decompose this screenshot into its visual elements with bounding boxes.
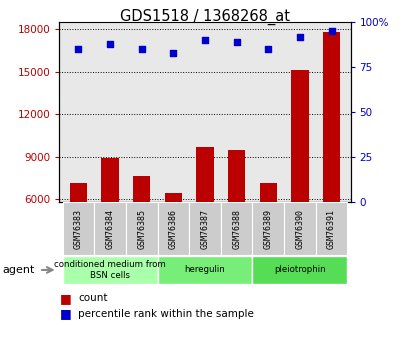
Text: GDS1518 / 1368268_at: GDS1518 / 1368268_at	[120, 9, 289, 25]
Bar	[164, 193, 182, 284]
Text: GSM76388: GSM76388	[231, 209, 240, 248]
Point	[328, 29, 334, 34]
Bar	[283, 202, 315, 255]
Point	[296, 34, 303, 40]
Point	[264, 47, 271, 52]
Text: GSM76391: GSM76391	[326, 209, 335, 248]
Text: GSM76390: GSM76390	[295, 209, 303, 248]
Point	[106, 41, 113, 47]
Text: heregulin: heregulin	[184, 265, 225, 275]
Text: ■: ■	[59, 307, 71, 321]
Point	[75, 47, 81, 52]
Text: pleiotrophin: pleiotrophin	[274, 265, 325, 275]
Bar	[220, 202, 252, 255]
Bar	[126, 202, 157, 255]
Bar	[196, 147, 213, 284]
Text: percentile rank within the sample: percentile rank within the sample	[78, 309, 253, 319]
Point	[170, 50, 176, 56]
Bar	[101, 158, 119, 284]
Point	[201, 38, 208, 43]
Text: GSM76385: GSM76385	[137, 209, 146, 248]
Bar	[157, 202, 189, 255]
Point	[233, 39, 239, 45]
Text: GSM76384: GSM76384	[106, 209, 114, 248]
Point	[138, 47, 145, 52]
Bar	[63, 202, 94, 255]
Text: conditioned medium from
BSN cells: conditioned medium from BSN cells	[54, 260, 166, 280]
Bar	[290, 70, 308, 284]
Bar	[157, 256, 252, 284]
Bar	[63, 256, 157, 284]
Bar	[70, 184, 87, 284]
Bar	[315, 202, 346, 255]
Bar	[189, 202, 220, 255]
Text: GSM76383: GSM76383	[74, 209, 83, 248]
Bar	[259, 184, 276, 284]
Text: ■: ■	[59, 292, 71, 305]
Bar	[133, 176, 150, 284]
Text: GSM76389: GSM76389	[263, 209, 272, 248]
Text: GSM76386: GSM76386	[169, 209, 178, 248]
Text: agent: agent	[2, 265, 34, 275]
Bar	[252, 202, 283, 255]
Bar	[227, 150, 245, 284]
Bar	[252, 256, 346, 284]
Text: GSM76387: GSM76387	[200, 209, 209, 248]
Bar	[94, 202, 126, 255]
Bar	[322, 32, 339, 284]
Text: count: count	[78, 294, 107, 303]
